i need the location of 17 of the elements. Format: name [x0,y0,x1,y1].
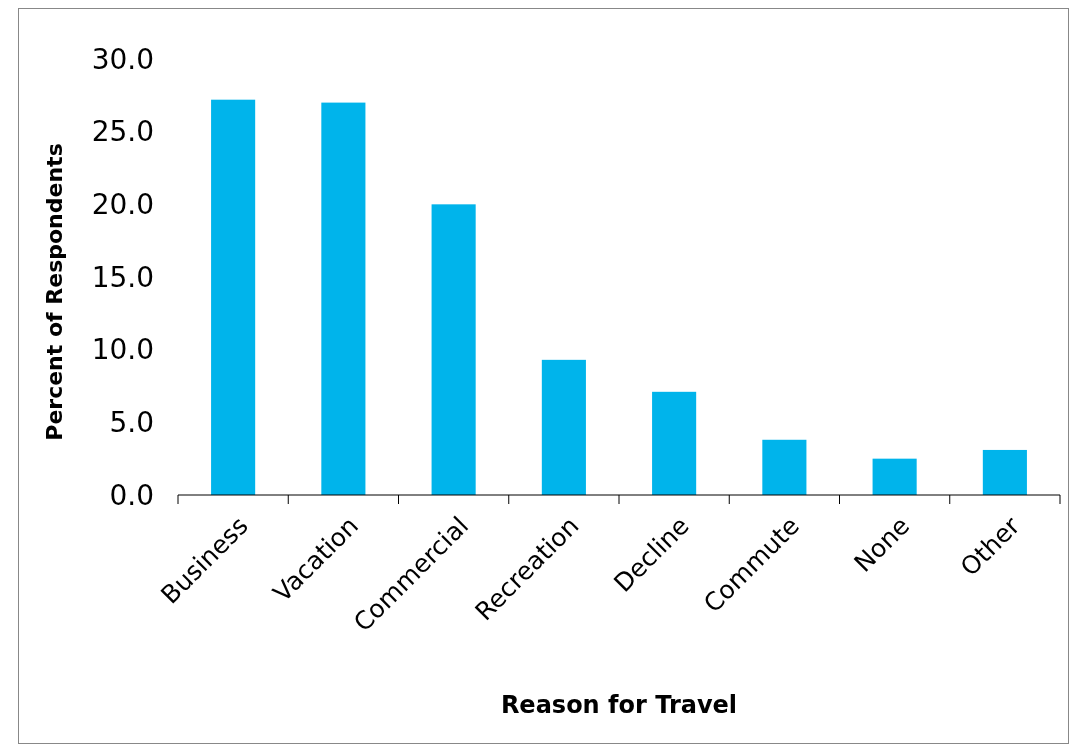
y-tick-label: 0.0 [109,478,154,512]
bar [211,99,256,495]
bar [431,204,476,495]
bar [652,391,697,495]
y-axis-title: Percent of Respondents [42,143,67,441]
y-tick-label: 25.0 [91,115,154,149]
bar [321,102,366,495]
y-tick-label: 15.0 [91,260,154,294]
x-axis-title: Reason for Travel [500,691,738,719]
bar [541,359,586,495]
y-tick-label: 5.0 [109,406,154,440]
y-tick-label: 30.0 [91,42,154,76]
bar [872,458,917,495]
bar [982,449,1027,495]
y-tick-label: 20.0 [91,188,154,222]
y-tick-label: 10.0 [91,333,154,367]
bar [762,439,807,495]
